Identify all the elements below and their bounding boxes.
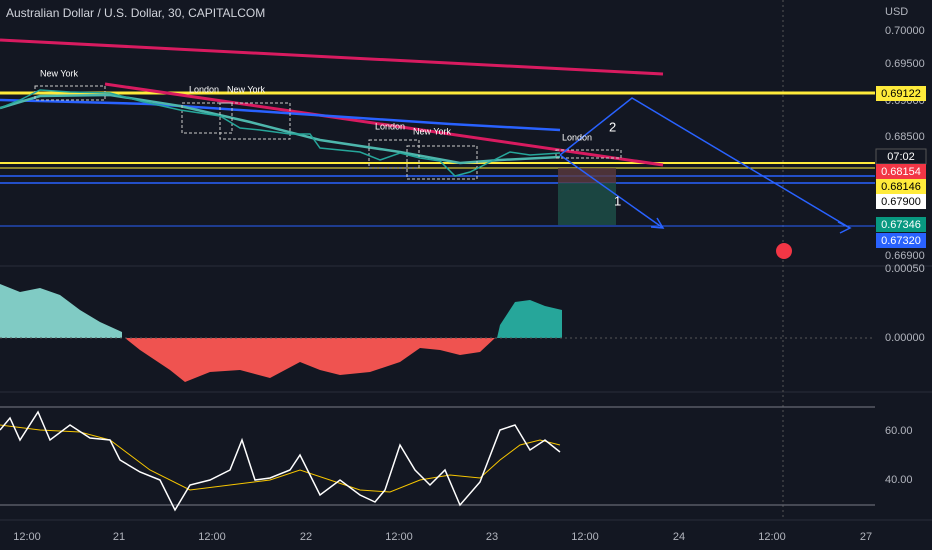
time-tick: 27 [860,531,872,543]
price-tag [876,233,926,248]
price-tag-text: 0.68146 [881,181,921,193]
projection-arrow [559,97,851,229]
currency-label: USD [885,6,908,18]
annotation: 1 [614,193,621,208]
time-tick: 12:00 [385,531,413,543]
price-tick: 0.66900 [885,250,925,262]
time-axis: 12:00 21 12:00 22 12:00 23 12:00 24 12:0… [13,531,872,543]
time-tick: 12:00 [571,531,599,543]
histogram-negative [125,338,495,382]
histogram-positive [0,284,122,338]
price-tag-text: 0.67320 [881,235,921,247]
session-boxes [34,85,622,180]
session-label: London [189,84,219,94]
time-tick: 21 [113,531,125,543]
session-label: New York [227,84,266,94]
session-label: London [562,132,592,142]
session-box [219,102,291,140]
price-tag [876,179,926,194]
arrow-head [837,221,852,234]
histogram-positive [497,300,562,338]
price-tag [876,217,926,232]
price-path [0,89,561,177]
time-tick: 12:00 [758,531,786,543]
profit-zone [558,183,616,225]
trend-line [0,38,664,76]
rsi-tick: 40.00 [885,474,913,486]
session-label: New York [413,126,452,136]
time-tick: 24 [673,531,685,543]
session-label: New York [40,68,79,78]
session-box [368,139,420,169]
rsi-line [0,410,561,512]
annotation: 2 [609,119,616,134]
moving-average [0,93,561,165]
time-tick: 23 [486,531,498,543]
price-tag [876,86,926,101]
price-tick: 0.70000 [885,25,925,37]
moving-average [0,98,561,132]
chart-title: Australian Dollar / U.S. Dollar, 30, CAP… [6,6,265,20]
price-tick: 0.69500 [885,58,925,70]
price-tag [876,194,926,209]
trend-line [104,82,664,167]
price-tag-text: 0.67346 [881,219,921,231]
time-tick: 12:00 [198,531,226,543]
price-tag-text: 0.68154 [881,166,921,178]
session-label: London [375,121,405,131]
price-tick: 0.68500 [885,131,925,143]
session-box [181,102,233,134]
price-tag [876,164,926,179]
time-tick: 22 [300,531,312,543]
event-icon[interactable] [776,243,792,259]
rsi-tick: 60.00 [885,425,913,437]
time-tick: 12:00 [13,531,41,543]
projection-arrow [559,154,664,229]
stop-zone [558,168,616,183]
price-tag-text: 0.69122 [881,88,921,100]
arrow-head [650,217,665,229]
macd-tick: 0.00050 [885,263,925,275]
session-box [406,145,478,180]
price-tag-text: 0.67900 [881,196,921,208]
macd-tick: 0.00000 [885,332,925,344]
price-tag-text: 07:02 [887,151,915,163]
